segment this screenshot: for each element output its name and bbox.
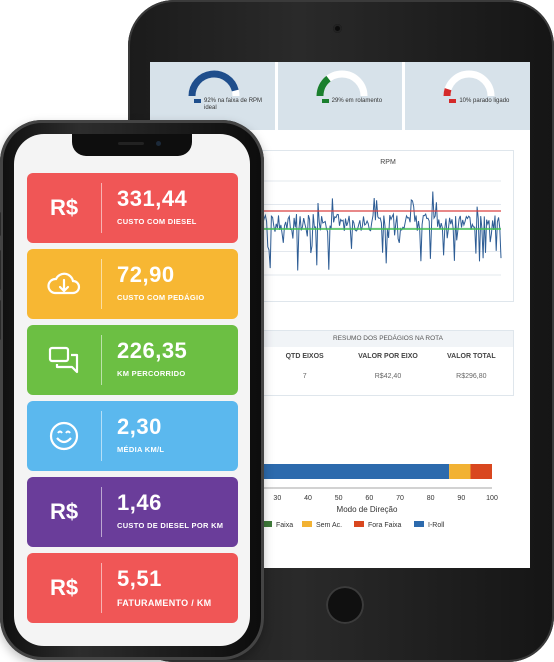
header-axles: QTD EIXOS: [285, 353, 324, 360]
tile-divider: [101, 487, 102, 537]
smiley-icon: [27, 401, 101, 471]
header-value-per-axle: VALOR POR EIXO: [358, 353, 418, 360]
header-total-value: VALOR TOTAL: [447, 353, 496, 360]
tile-value: 331,44: [117, 186, 188, 211]
toll-summary-title: RESUMO DOS PEDÁGIOS NA ROTA: [263, 331, 513, 347]
legend-label: Faixa: [276, 522, 293, 529]
driving-mode-chart-card: 30 40 50 60 70 80 90 100 Modo de Direção Faixa Sem…: [262, 458, 512, 548]
gauge-row: 92% na faixa de RPM ideal 29% em rolamen…: [150, 62, 530, 130]
tile-revenue-per-km[interactable]: R$ 5,51 FATURAMENTO / KM: [27, 553, 238, 623]
gauge-rolling-arc: [316, 70, 368, 97]
phone-screen: R$ 331,44 CUSTO COM DIESEL 72,90 CUSTO C…: [14, 134, 250, 646]
legend-swatch: [354, 521, 364, 527]
gauge-track: [443, 70, 495, 97]
gauge-swatch: [321, 99, 329, 103]
chat-icon: [27, 325, 101, 395]
tile-label: CUSTO DE DIESEL POR KM: [117, 521, 224, 530]
x-tick-label: 60: [365, 495, 373, 502]
x-tick-label: 40: [304, 495, 312, 502]
rpm-series-line: [263, 191, 502, 271]
tablet-home-button[interactable]: [326, 586, 364, 624]
gauge-idle: 10% parado ligado: [405, 62, 530, 130]
gauge-fill: [443, 88, 452, 97]
gauge-fill: [188, 70, 239, 97]
tile-value: 72,90: [117, 262, 175, 287]
x-axis-label: Modo de Direção: [337, 505, 398, 514]
driving-mode-chart: 30 40 50 60 70 80 90 100 Modo de Direção Faixa Sem…: [262, 464, 498, 529]
gauge-swatch: [194, 99, 201, 103]
phone-mute-switch: [0, 212, 1, 236]
rpm-chart-card: RPM: [262, 150, 514, 302]
tile-value: 1,46: [117, 490, 162, 515]
bar-segment: [262, 464, 450, 479]
front-camera: [156, 141, 161, 146]
tile-divider: [101, 183, 102, 233]
gauge-rolling: 29% em rolamento: [277, 62, 403, 130]
legend-swatch: [414, 521, 424, 527]
tile-value: 226,35: [117, 338, 188, 363]
gauge-swatch: [449, 99, 457, 103]
toll-table-header: QTD EIXOS VALOR POR EIXO VALOR TOTAL: [263, 353, 513, 360]
gauge-idle-arc: [443, 70, 495, 97]
legend-label: Sem Ac.: [316, 522, 342, 529]
rpm-chart-title: RPM: [380, 159, 396, 166]
gauge-label: 10% parado ligado: [459, 98, 510, 104]
speaker-grille: [118, 142, 144, 145]
bar-segment: [449, 464, 471, 479]
tile-average-km-l[interactable]: 2,30 MÉDIA KM/L: [27, 401, 238, 471]
x-tick-label: 30: [273, 495, 281, 502]
bar-segment: [470, 464, 492, 479]
tile-divider: [101, 259, 102, 309]
x-tick-label: 100: [486, 495, 498, 502]
cell-axles: 7: [302, 373, 307, 380]
tile-divider: [101, 563, 102, 613]
tile-label: FATURAMENTO / KM: [117, 598, 212, 608]
tile-divider: [101, 411, 102, 461]
x-tick-label: 80: [427, 495, 435, 502]
gauge-fill: [316, 75, 331, 97]
x-tick-label: 90: [457, 495, 465, 502]
tile-toll-cost[interactable]: 72,90 CUSTO COM PEDÁGIO: [27, 249, 238, 319]
tile-label: CUSTO COM DIESEL: [117, 217, 197, 226]
legend-swatch: [302, 521, 312, 527]
tile-km-traveled[interactable]: 226,35 KM PERCORRIDO: [27, 325, 238, 395]
gauge-label: 92% na faixa de RPM ideal: [204, 98, 263, 111]
tile-label: CUSTO COM PEDÁGIO: [117, 293, 205, 302]
gauge-rpm-ideal-arc: [188, 70, 240, 97]
legend-label: Fora Faixa: [368, 522, 402, 529]
tile-label: KM PERCORRIDO: [117, 369, 186, 378]
tile-diesel-cost[interactable]: R$ 331,44 CUSTO COM DIESEL: [27, 173, 238, 243]
phone-notch: [72, 134, 192, 156]
phone-device: R$ 331,44 CUSTO COM DIESEL 72,90 CUSTO C…: [0, 120, 264, 660]
x-tick-label: 50: [335, 495, 343, 502]
toll-summary-table: RESUMO DOS PEDÁGIOS NA ROTA QTD EIXOS VA…: [262, 330, 514, 396]
tile-value: 2,30: [117, 414, 162, 439]
table-row: 7 R$42,40 R$296,80: [263, 373, 513, 380]
tile-label: MÉDIA KM/L: [117, 445, 165, 454]
tablet-camera: [333, 24, 342, 33]
legend-swatch: [262, 521, 272, 527]
currency-icon: R$: [49, 575, 79, 600]
legend-label: I-Roll: [428, 522, 445, 529]
phone-volume-down: [0, 300, 1, 340]
tile-divider: [101, 335, 102, 385]
phone-volume-up: [0, 250, 1, 290]
gauge-label: 29% em rolamento: [331, 98, 383, 104]
tile-value: 5,51: [117, 566, 162, 591]
currency-icon: R$: [49, 195, 79, 220]
currency-icon: R$: [49, 499, 79, 524]
x-tick-label: 70: [396, 495, 404, 502]
cell-value-per-axle: R$42,40: [374, 373, 402, 380]
rpm-chart: [263, 180, 502, 276]
tile-diesel-cost-per-km[interactable]: R$ 1,46 CUSTO DE DIESEL POR KM: [27, 477, 238, 547]
cell-total-value: R$296,80: [456, 373, 487, 380]
gauge-rpm-ideal: 92% na faixa de RPM ideal: [150, 62, 275, 130]
cloud-download-icon: [27, 249, 101, 319]
